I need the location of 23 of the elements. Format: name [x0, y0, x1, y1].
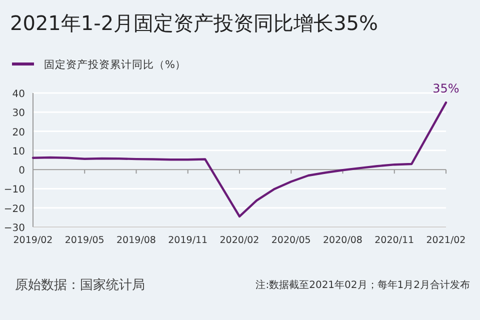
x-tick-label: 2020/02: [220, 235, 260, 246]
y-tick-label: −20: [4, 204, 25, 215]
y-tick-label: 30: [12, 108, 25, 120]
y-tick-label: 10: [12, 146, 25, 158]
line-series: [32, 101, 448, 218]
text: 原始数据：国家统计局: [15, 277, 145, 293]
y-tick-label: 0: [18, 166, 25, 177]
x-tick-label: 2020/11: [374, 235, 414, 246]
x-tick-label: 2019/11: [168, 235, 208, 246]
y-tick-label: −30: [4, 223, 25, 234]
x-tick-label: 2021/02: [426, 235, 466, 246]
y-tick-label: 20: [12, 127, 25, 138]
y-tick-label: 40: [12, 89, 25, 100]
x-tick-label: 2020/05: [271, 235, 311, 246]
annotation: 35%: [432, 82, 460, 96]
chart-title: 2021年1-2月固定资产投资同比增长35%: [10, 11, 378, 35]
x-tick-label: 2019/05: [64, 235, 104, 246]
text: 注:数据截至2021年02月；每年1月2月合计发布: [256, 279, 470, 291]
x-tick-label: 2019/02: [13, 235, 53, 246]
x-tick-label: 2019/08: [116, 235, 156, 246]
y-tick-label: −10: [4, 184, 25, 196]
legend-label: 固定资产投资累计同比（%）: [44, 58, 186, 71]
x-tick-label: 2020/08: [323, 235, 362, 246]
